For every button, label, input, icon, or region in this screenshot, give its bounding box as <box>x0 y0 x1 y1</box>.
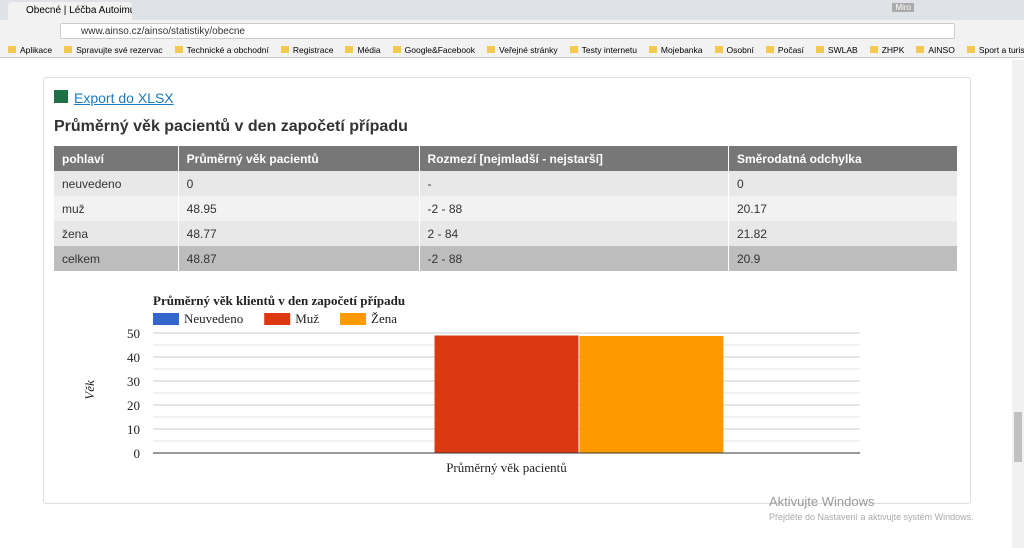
card <box>43 77 971 504</box>
header-cell: Směrodatná odchylka <box>728 146 959 171</box>
y-tick-label: 10 <box>127 422 140 437</box>
table-row: celkem 48.87 -2 - 88 20.9 <box>54 246 959 271</box>
bookmark[interactable]: Osobní <box>715 42 754 57</box>
legend-swatch <box>153 313 179 325</box>
y-tick-label: 20 <box>127 398 140 413</box>
bookmark[interactable]: Testy internetu <box>570 42 637 57</box>
bookmark[interactable]: SWLAB <box>816 42 858 57</box>
tab-bar <box>0 0 1024 20</box>
bookmark[interactable]: Registrace <box>281 42 334 57</box>
bookmark[interactable]: Aplikace <box>8 42 52 57</box>
legend-label: Muž <box>295 311 319 326</box>
y-axis-label: Věk <box>82 380 97 400</box>
bookmark[interactable]: Spravujte své rezervac <box>64 42 162 57</box>
header-cell: Průměrný věk pacientů <box>178 146 420 171</box>
y-tick-label: 40 <box>127 350 140 365</box>
stats-table: pohlaví Průměrný věk pacientů Rozmezí [nej… <box>54 146 959 271</box>
bookmark[interactable]: Mojebanka <box>649 42 703 57</box>
legend-swatch <box>340 313 367 325</box>
table-cell: 20.17 <box>728 196 959 221</box>
bookmark[interactable]: ZHPK <box>870 42 905 57</box>
table-cell: 0 <box>178 171 420 196</box>
table-cell: - <box>419 171 729 196</box>
table-title: Průměrný věk pacientů v den započetí pří… <box>54 118 408 135</box>
y-tick-label: 50 <box>127 326 140 341</box>
bookmark[interactable]: Veřejné stránky <box>487 42 558 57</box>
chart: Průměrný věk klientů v den započetí příp… <box>82 293 860 475</box>
table-cell: 20.9 <box>728 246 959 271</box>
watermark-title: Aktivujte Windows <box>769 494 875 509</box>
table-cell: 48.77 <box>178 221 420 246</box>
table-row: neuvedeno 0-0 <box>54 171 959 196</box>
scroll-thumb[interactable] <box>1014 412 1022 462</box>
table-cell: neuvedeno <box>54 171 179 196</box>
bookmark[interactable]: Počasí <box>766 42 804 57</box>
table-cell: 0 <box>728 171 959 196</box>
user[interactable]: Miro <box>892 3 914 12</box>
bookmark[interactable]: Sport a turistika <box>967 42 1024 57</box>
table-cell: 48.87 <box>178 246 420 271</box>
bookmark[interactable]: Technické a obchodní <box>175 42 269 57</box>
table-cell: -2 - 88 <box>419 246 729 271</box>
table-row: muž 48.95 -2 - 88 20.17 <box>54 196 959 221</box>
legend-label: Neuvedeno <box>184 311 243 326</box>
legend-swatch <box>264 313 291 325</box>
table-cell: žena <box>54 221 179 246</box>
bookmark[interactable]: AINSO <box>916 42 954 57</box>
table-cell: 2 - 84 <box>419 221 729 246</box>
table-cell: -2 - 88 <box>419 196 729 221</box>
tab[interactable]: Obecné | Léčba Autoimu <box>8 2 132 20</box>
bookmark[interactable]: Google&Facebook <box>393 42 475 57</box>
bar <box>579 335 724 453</box>
header-cell: Rozmezí [nejmladší - nejstarší] <box>419 146 729 171</box>
chart-title: Průměrný věk klientů v den započetí příp… <box>153 293 405 308</box>
legend-label: Žena <box>371 311 397 326</box>
table-cell: muž <box>54 196 179 221</box>
xlsx-icon <box>54 90 68 103</box>
scrollbar[interactable] <box>1012 60 1024 548</box>
x-tick-label: Průměrný věk pacientů <box>446 460 567 475</box>
table-cell: 21.82 <box>728 221 959 246</box>
address-bar[interactable]: www.ainso.cz/ainso/statistiky/obecne <box>60 23 955 39</box>
header-cell: pohlaví <box>54 146 179 171</box>
bookmarks-bar: Aplikace Spravujte své rezervac Technické … <box>0 42 1024 58</box>
bookmark[interactable]: Média <box>345 42 380 57</box>
y-tick-label: 0 <box>134 446 141 461</box>
table-cell: celkem <box>54 246 179 271</box>
y-tick-label: 30 <box>127 374 140 389</box>
export-link[interactable]: Export do XLSX <box>74 90 174 106</box>
table-row: žena 48.77 2 - 84 21.82 <box>54 221 959 246</box>
table-cell: 48.95 <box>178 196 420 221</box>
bar <box>434 335 579 453</box>
watermark-subtitle: Přejděte do Nastavení a aktivujte systém… <box>769 512 974 522</box>
